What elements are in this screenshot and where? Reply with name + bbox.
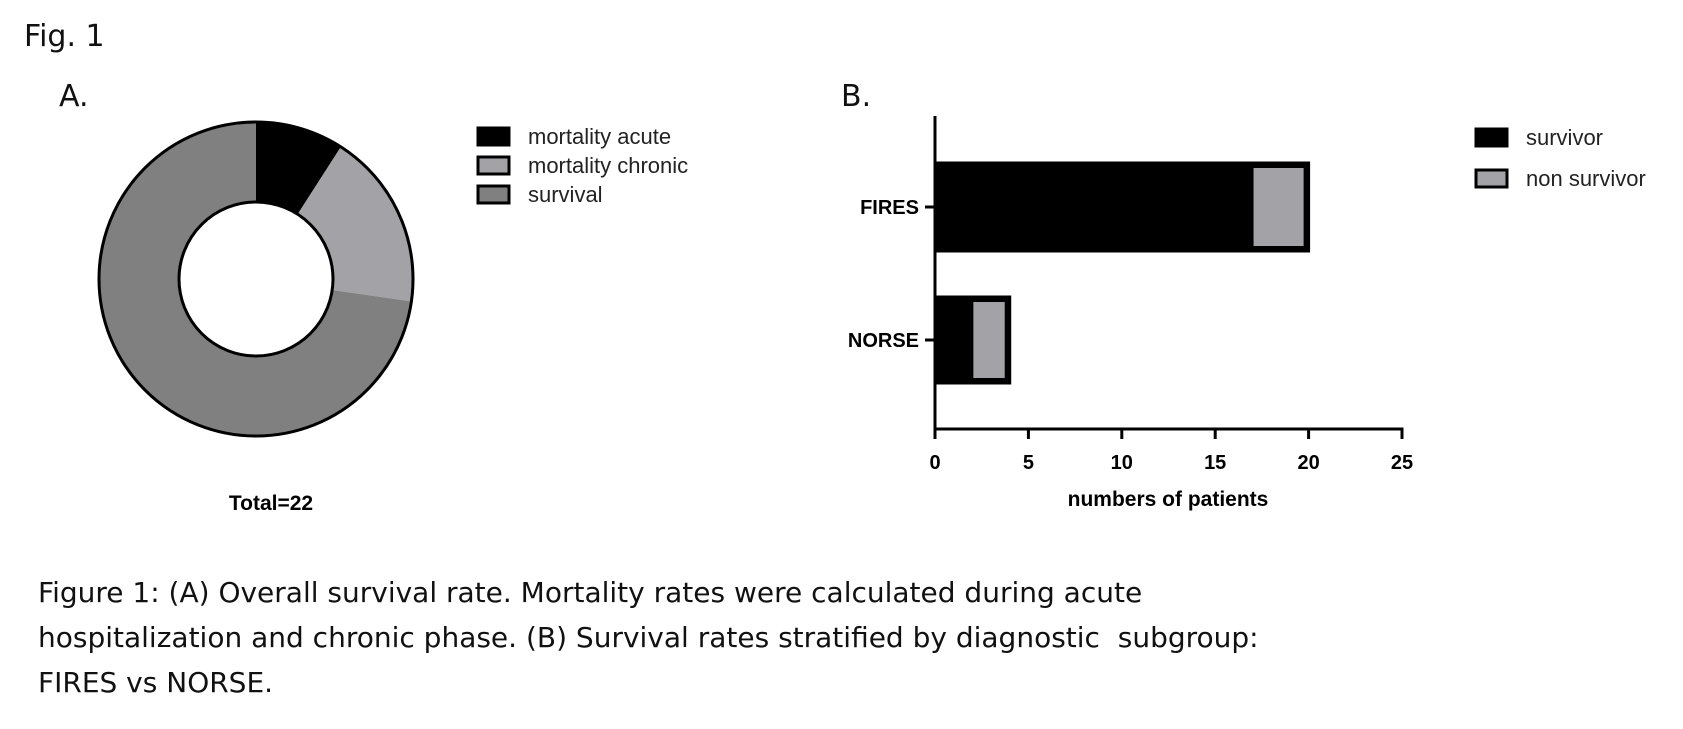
legend-swatch (476, 155, 511, 176)
legend-label: mortality acute (528, 124, 671, 149)
donut-outer-border (97, 120, 415, 438)
caption-line: hospitalization and chronic phase. (B) S… (38, 621, 1259, 654)
legend-swatch (476, 184, 511, 205)
donut-slice-survival (99, 122, 412, 436)
legend-swatch (1474, 168, 1509, 189)
figure-label: Fig. 1 (24, 19, 105, 54)
panel-a-label: A. (59, 79, 89, 114)
x-tick-label: 15 (1204, 452, 1226, 474)
bar-FIRES-survivor (933, 161, 1311, 253)
bar-FIRES-non-survivor (1251, 166, 1306, 248)
caption-line: Figure 1: (A) Overall survival rate. Mor… (38, 576, 1143, 609)
x-tick-label: 5 (1023, 452, 1034, 474)
y-tick-label: NORSE (848, 330, 919, 352)
x-axis-label: numbers of patients (1068, 488, 1269, 511)
x-tick-label: 10 (1111, 452, 1133, 474)
legend-label: survivor (1526, 125, 1603, 150)
y-tick-label: FIRES (860, 197, 919, 219)
donut-legend: mortality acute mortality chronic survival (476, 124, 688, 207)
legend-label: survival (528, 182, 603, 207)
x-tick-label: 0 (929, 452, 940, 474)
legend-label: non survivor (1526, 166, 1646, 191)
legend-label: mortality chronic (528, 153, 688, 178)
donut-slice-mortality-chronic (297, 146, 414, 302)
caption-line: FIRES vs NORSE. (38, 666, 274, 699)
donut-hole (177, 200, 335, 358)
figure-caption: Figure 1: (A) Overall survival rate. Mor… (38, 570, 1538, 705)
legend-swatch (1474, 127, 1509, 148)
total-annotation: Total=22 (229, 492, 313, 515)
x-tick-label: 20 (1297, 452, 1319, 474)
bar-chart: FIRES NORSE 0 5 10 15 20 25 (848, 116, 1413, 474)
bar-NORSE-non-survivor (971, 300, 1007, 380)
legend-swatch (476, 126, 511, 147)
x-tick-label: 25 (1391, 452, 1413, 474)
donut-slice-mortality-acute (256, 122, 341, 215)
bar-legend: survivor non survivor (1474, 125, 1646, 191)
panel-b-label: B. (841, 79, 871, 114)
donut-chart (97, 120, 415, 438)
